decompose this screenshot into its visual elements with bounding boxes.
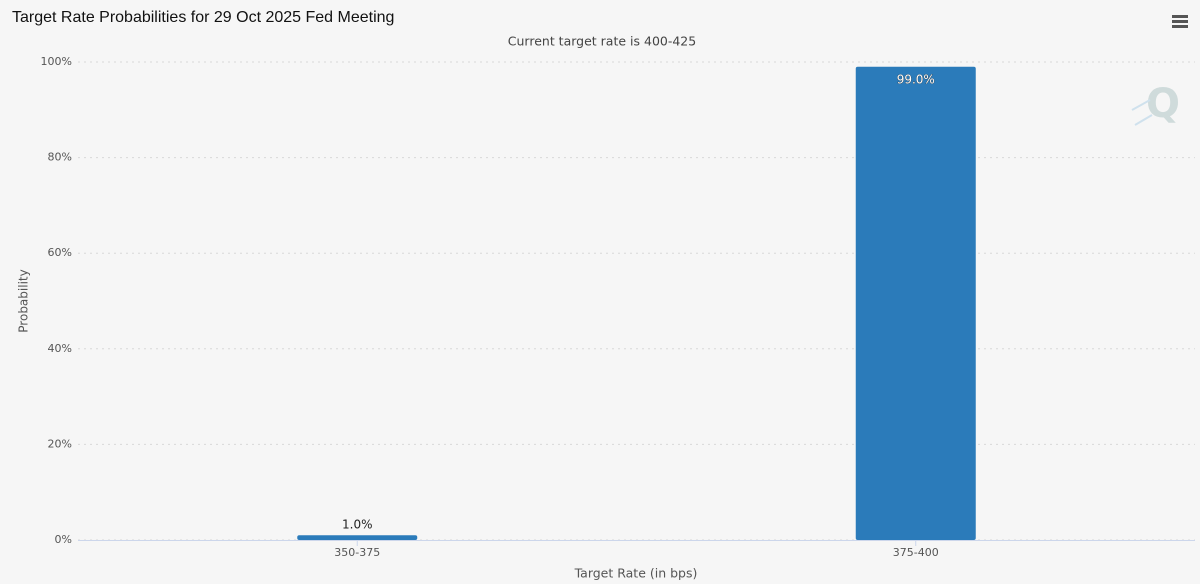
data-label: 1.0% [342, 518, 373, 532]
y-tick-label: 60% [48, 246, 72, 259]
menu-bar[interactable] [1172, 20, 1188, 23]
x-axis-label: Target Rate (in bps) [574, 566, 698, 581]
y-tick-label: 0% [55, 533, 72, 546]
logo-stroke [1131, 99, 1151, 111]
y-tick-label: 40% [48, 342, 72, 355]
menu-bar[interactable] [1172, 15, 1188, 18]
bar [855, 66, 976, 540]
menu-bar[interactable] [1172, 25, 1188, 28]
bar [297, 535, 418, 540]
y-axis-label: Probability [17, 269, 31, 332]
logo: Q [1131, 81, 1180, 127]
menu-icon[interactable] [1172, 15, 1188, 28]
y-tick-label: 20% [48, 437, 72, 450]
data-label: 99.0% [897, 72, 935, 86]
x-tick-label: 350-375 [334, 546, 380, 559]
chart-subtitle: Current target rate is 400-425 [508, 34, 696, 49]
logo-mark: Q [1146, 81, 1180, 127]
logo-stroke [1134, 114, 1153, 126]
y-tick-label: 100% [41, 55, 72, 68]
y-tick-label: 80% [48, 151, 72, 164]
x-tick-label: 375-400 [893, 546, 939, 559]
chart-title: Target Rate Probabilities for 29 Oct 202… [12, 9, 394, 26]
